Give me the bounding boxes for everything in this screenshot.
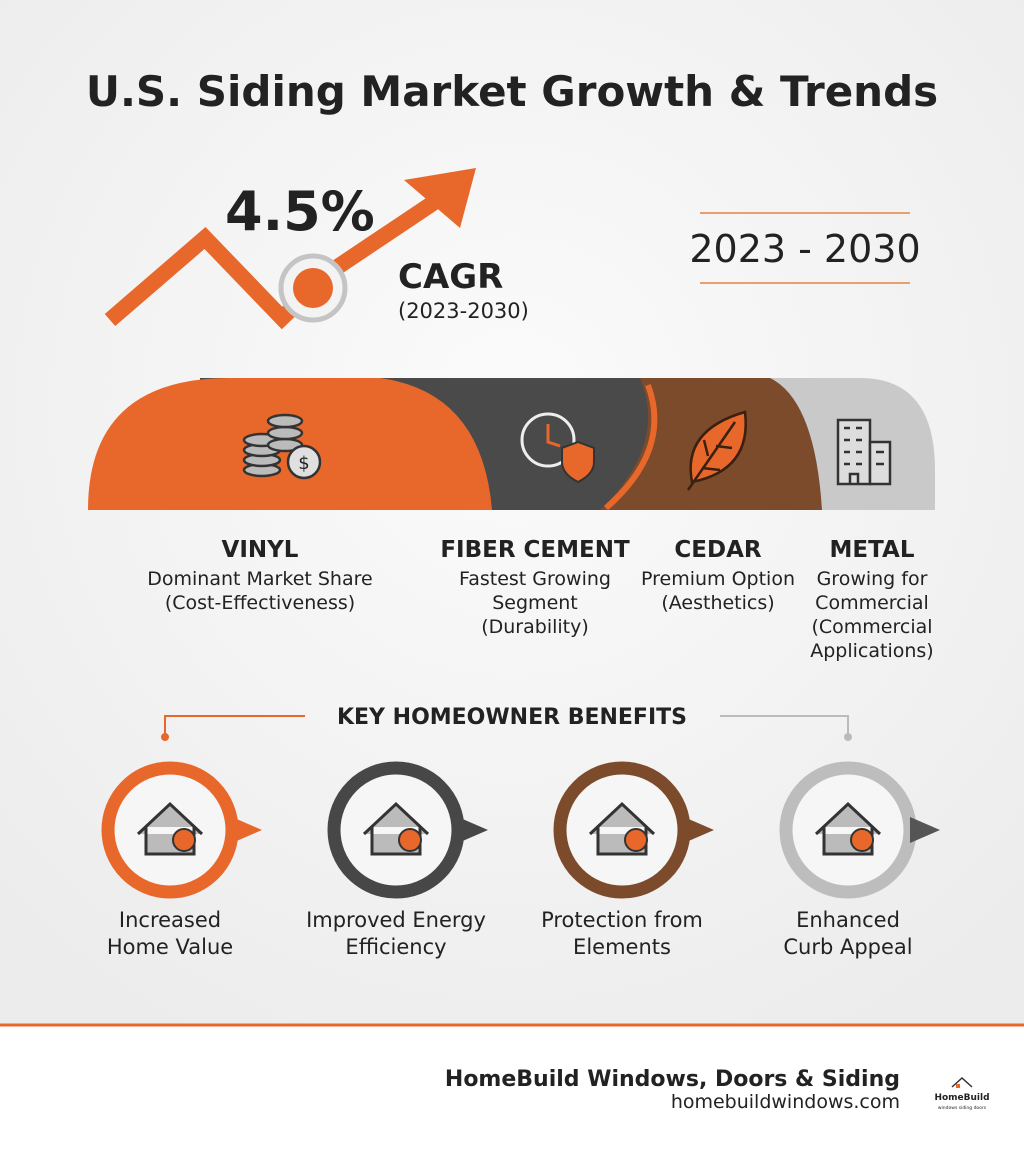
benefit-label: Curb Appeal — [783, 935, 912, 959]
benefit-accent — [398, 828, 422, 852]
connector — [720, 715, 849, 735]
segment-name: METAL — [830, 537, 915, 563]
segment-name: CEDAR — [674, 537, 761, 563]
segment-name: VINYL — [222, 537, 299, 563]
clock-icon — [520, 412, 595, 484]
benefit-ring — [779, 761, 917, 899]
segment-description: Premium Option — [641, 568, 795, 590]
segment-name: FIBER CEMENT — [440, 537, 630, 563]
url: homebuildwindows.com — [671, 1091, 900, 1113]
growth-arrow — [104, 168, 476, 330]
segment-description: Commercial — [815, 592, 929, 614]
segment-description: Growing for — [817, 568, 928, 590]
benefit-accent — [850, 828, 874, 852]
segment-description: (Durability) — [481, 616, 589, 638]
benefit-label: Elements — [573, 935, 671, 959]
svg-text:$: $ — [298, 453, 309, 474]
segment-description: Applications) — [810, 640, 933, 662]
logo-tagline: windows siding doors — [938, 1105, 987, 1111]
footer-background — [0, 1025, 1024, 1154]
connector-dot — [844, 733, 852, 741]
leaf-icon — [686, 410, 747, 491]
coins-icon: $ — [242, 413, 322, 480]
benefit-arrow — [910, 817, 940, 843]
benefit-arrow — [684, 817, 714, 843]
segment-description: Dominant Market Share — [147, 568, 372, 590]
benefit-label: Home Value — [107, 935, 233, 959]
logo-text: HomeBuild — [934, 1093, 989, 1103]
benefit-accent — [172, 828, 196, 852]
benefit-ring — [101, 761, 239, 899]
benefit-icon — [101, 761, 262, 899]
connector-dot — [161, 733, 169, 741]
building-icon — [836, 418, 892, 486]
benefit-label: Protection from — [541, 908, 703, 932]
benefit-arrow — [232, 817, 262, 843]
growth-period: (2023-2030) — [398, 299, 529, 323]
benefits-title: KEY HOMEOWNER BENEFITS — [337, 705, 687, 730]
segment-description: Segment — [492, 592, 578, 614]
benefit-icon — [327, 761, 488, 899]
benefit-accent — [624, 828, 648, 852]
growth-label: CAGR — [398, 257, 503, 297]
segment-band — [88, 378, 935, 511]
growth-range: 2023 - 2030 — [689, 227, 920, 271]
benefit-label: Increased — [119, 908, 221, 932]
benefit-ring — [327, 761, 465, 899]
company: HomeBuild Windows, Doors & Siding — [445, 1067, 900, 1092]
segment-description: Fastest Growing — [459, 568, 611, 590]
segment-description: (Commercial — [811, 616, 932, 638]
benefit-icon — [779, 761, 940, 899]
logo: HomeBuild windows siding doors — [934, 1076, 990, 1111]
benefit-label: Improved Energy — [306, 908, 486, 932]
benefit-ring — [553, 761, 691, 899]
connector — [164, 715, 305, 735]
growth-rate: 4.5% — [225, 180, 375, 243]
segment-description: (Cost-Effectiveness) — [165, 592, 355, 614]
segment-description: (Aesthetics) — [661, 592, 774, 614]
title: U.S. Siding Market Growth & Trends — [86, 67, 938, 116]
benefit-arrow — [458, 817, 488, 843]
benefit-label: Enhanced — [796, 908, 900, 932]
benefit-label: Efficiency — [345, 935, 446, 959]
benefit-icon — [553, 761, 714, 899]
